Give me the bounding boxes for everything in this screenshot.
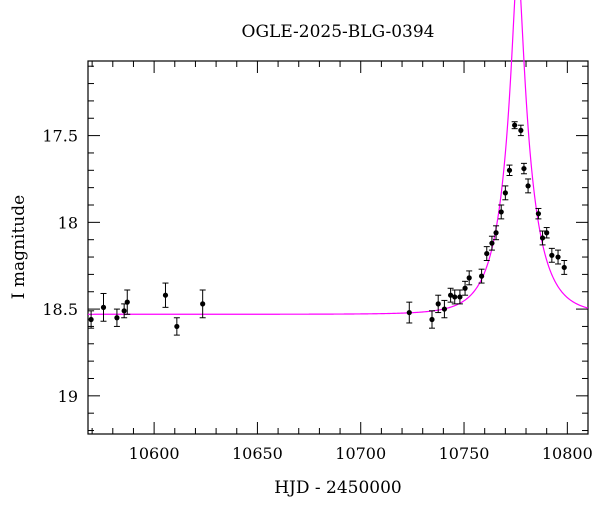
point-marker (462, 285, 468, 291)
data-point (121, 303, 128, 319)
y-tick-label: 18 (58, 213, 78, 232)
point-marker (114, 315, 120, 321)
data-points-layer (88, 121, 568, 336)
point-marker (521, 165, 527, 172)
data-point (539, 230, 546, 246)
data-point (502, 185, 509, 201)
point-marker (124, 299, 130, 305)
point-marker (121, 308, 127, 314)
data-point (113, 308, 120, 327)
point-marker (518, 127, 524, 133)
point-marker (484, 250, 490, 257)
data-point (199, 289, 206, 319)
point-marker (525, 183, 531, 189)
data-point (561, 260, 568, 275)
point-marker (498, 209, 504, 215)
x-tick-label: 10750 (439, 444, 490, 463)
point-marker (457, 294, 463, 300)
data-point (483, 246, 490, 262)
data-point (462, 280, 469, 296)
plot-frame (87, 60, 589, 435)
data-point (466, 270, 473, 286)
model-curve (88, 0, 589, 315)
point-marker (88, 316, 94, 323)
point-marker (535, 211, 542, 217)
x-tick-label: 10600 (129, 444, 180, 463)
x-tick-label: 10700 (335, 444, 386, 463)
point-marker (448, 292, 454, 298)
data-point (429, 310, 436, 329)
x-tick-label: 10650 (232, 444, 283, 463)
point-marker (452, 294, 458, 300)
data-point (447, 287, 454, 303)
data-point (451, 289, 458, 305)
data-point (488, 235, 495, 251)
chart-title: OGLE-2025-BLG-0394 (241, 22, 435, 42)
point-marker (555, 254, 561, 260)
point-marker (489, 240, 495, 246)
point-marker (466, 275, 472, 281)
data-point (520, 162, 527, 175)
data-point (173, 317, 180, 336)
x-axis-label: HJD - 2450000 (274, 478, 402, 498)
data-point (493, 225, 500, 241)
axis-tick-labels: 10600 10650 10700 10750 10800 17.5 18 18.5 19 (42, 127, 592, 463)
data-point (543, 227, 550, 239)
data-point (535, 207, 542, 220)
data-point (555, 249, 562, 265)
point-marker (506, 167, 513, 173)
data-point (456, 289, 463, 305)
point-marker (174, 323, 180, 330)
point-marker (539, 235, 546, 241)
point-marker (441, 306, 448, 312)
x-tick-label: 10800 (542, 444, 593, 463)
data-point (88, 310, 95, 329)
data-point (506, 164, 513, 177)
data-point (511, 121, 518, 130)
point-marker (406, 309, 412, 316)
point-marker (478, 273, 485, 279)
data-point (100, 292, 107, 322)
data-point (406, 301, 413, 324)
point-marker (200, 301, 206, 307)
data-point (441, 299, 448, 319)
point-marker (435, 301, 441, 307)
point-marker (544, 230, 550, 236)
data-point (517, 124, 524, 137)
data-point (525, 178, 532, 194)
point-marker (162, 292, 169, 298)
y-axis-label: I magnitude (9, 195, 29, 299)
data-point (548, 247, 555, 263)
model-curve-layer (88, 0, 589, 315)
data-point (498, 204, 505, 220)
y-tick-label: 19 (58, 387, 78, 406)
data-point (478, 268, 485, 284)
point-marker (512, 122, 518, 128)
data-point (124, 289, 131, 315)
y-tick-label: 18.5 (42, 300, 78, 319)
point-marker (502, 190, 508, 196)
point-marker (561, 264, 567, 271)
point-marker (549, 252, 555, 258)
y-tick-label: 17.5 (42, 127, 78, 146)
point-marker (429, 316, 435, 323)
point-marker (100, 304, 107, 310)
data-point (435, 294, 442, 314)
axis-ticks (88, 61, 589, 434)
data-point (162, 282, 169, 308)
point-marker (493, 230, 499, 236)
